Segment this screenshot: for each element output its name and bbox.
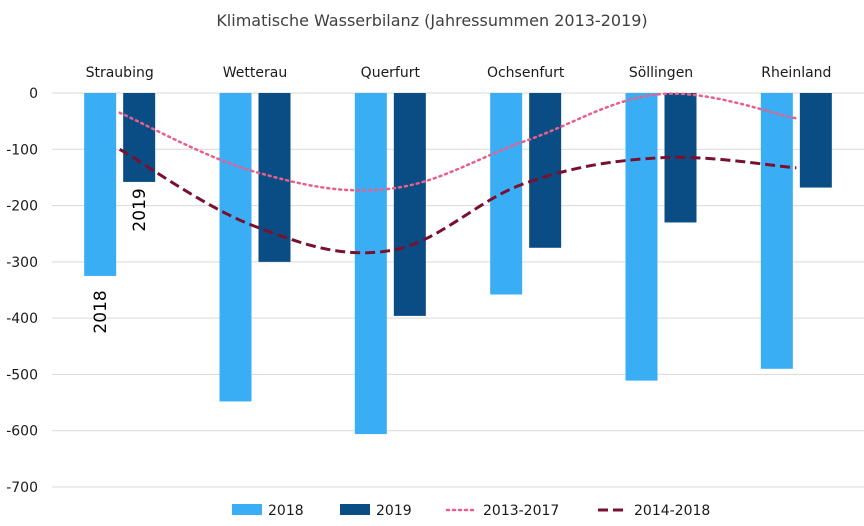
annotations: 2018 2019	[91, 188, 150, 333]
y-tick-label: -300	[6, 255, 38, 271]
chart-title: Klimatische Wasserbilanz (Jahressummen 2…	[216, 11, 647, 30]
legend-swatch	[232, 504, 262, 515]
legend-label: 2018	[268, 503, 304, 519]
legend-item: 2019	[340, 503, 412, 519]
y-tick-label: -400	[6, 311, 38, 327]
bar-2018	[490, 93, 523, 295]
category-labels: Straubing Wetterau Querfurt Ochsenfurt Sölli…	[86, 65, 832, 81]
legend-item: 2014-2018	[598, 503, 710, 519]
legend-label: 2019	[376, 503, 412, 519]
legend-item: 2013-2017	[445, 503, 559, 519]
category-label: Querfurt	[361, 65, 421, 81]
category-label: Ochsenfurt	[487, 65, 565, 81]
annotation-label: 2019	[130, 188, 150, 231]
legend-label: 2013-2017	[483, 503, 559, 519]
y-axis-ticks: 0 -100 -200 -300 -400 -500 -600 -700	[6, 86, 38, 496]
bar-2018	[625, 93, 658, 381]
category-label: Rheinland	[761, 65, 831, 81]
legend-item: 2018	[232, 503, 304, 519]
bar-2018	[760, 93, 793, 369]
lines	[118, 92, 798, 255]
y-tick-label: -700	[6, 480, 38, 496]
bars	[84, 93, 832, 435]
y-tick-label: 0	[29, 86, 38, 102]
y-tick-label: -500	[6, 367, 38, 383]
bar-2019	[393, 93, 426, 316]
category-label: Söllingen	[629, 65, 693, 81]
legend-swatch	[340, 504, 370, 515]
line-2014-2018	[118, 147, 797, 255]
y-tick-label: -100	[6, 142, 38, 158]
legend-label: 2014-2018	[634, 503, 710, 519]
line-2013-2017	[118, 92, 798, 192]
annotation-label: 2018	[91, 290, 111, 333]
category-label: Wetterau	[223, 65, 287, 81]
grid	[52, 92, 864, 488]
bar-2018	[354, 93, 387, 435]
y-tick-label: -600	[6, 424, 38, 440]
bar-2018	[219, 93, 252, 402]
y-tick-label: -200	[6, 199, 38, 215]
category-label: Straubing	[86, 65, 154, 81]
legend: 2018 2019 2013-2017 2014-2018	[232, 503, 710, 519]
bar-2019	[799, 93, 832, 188]
bar-2018	[84, 93, 117, 276]
bar-2019	[529, 93, 562, 248]
